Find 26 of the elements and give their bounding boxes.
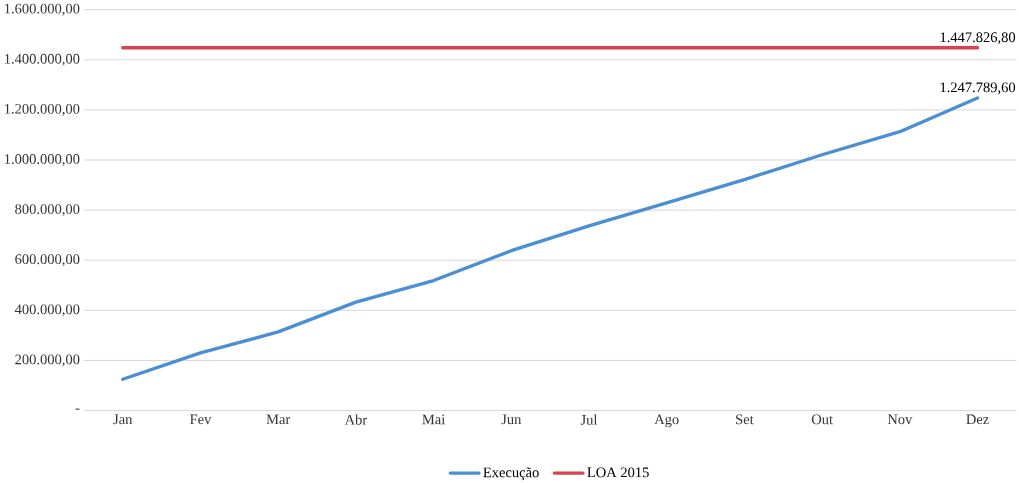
y-tick-label: 1.400.000,00 — [5, 53, 80, 66]
y-tick-label: 1.600.000,00 — [5, 3, 80, 16]
y-tick-label: 1.200.000,00 — [5, 103, 80, 116]
y-tick-label: 400.000,00 — [14, 304, 80, 317]
data-label: 1.447.826,80 — [940, 32, 1016, 45]
x-tick-label: Jan — [113, 414, 133, 425]
legend-label: LOA 2015 — [587, 467, 649, 478]
x-tick-label: Mai — [422, 414, 446, 425]
x-tick-label: Nov — [887, 414, 913, 425]
y-tick-label: - — [75, 408, 80, 410]
y-tick-label: 800.000,00 — [15, 204, 80, 216]
x-tick-label: Mar — [266, 414, 291, 425]
x-tick-label: Set — [736, 414, 754, 425]
x-tick-label: Jul — [580, 414, 598, 425]
x-tick-label: Dez — [966, 414, 989, 425]
x-tick-label: Abr — [344, 414, 368, 425]
x-tick-label: Fev — [189, 414, 212, 425]
x-tick-label: Ago — [654, 414, 679, 428]
legend-label: Execução — [483, 467, 539, 481]
y-tick-label: 600.000,00 — [15, 254, 80, 267]
data-label: 1.247.789,60 — [940, 82, 1016, 95]
y-tick-label: 1.000.000,00 — [5, 153, 80, 166]
line-series — [121, 96, 980, 381]
x-tick-label: Out — [811, 414, 833, 425]
y-tick-label: 200.000,00 — [15, 354, 80, 367]
x-tick-label: Jun — [501, 414, 522, 425]
